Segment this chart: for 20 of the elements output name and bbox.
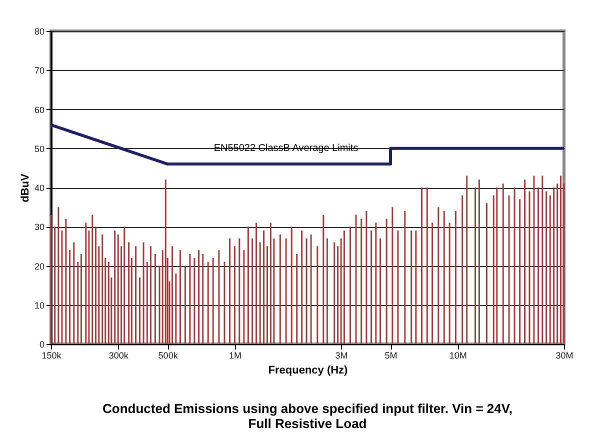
y-tick-label: 70 bbox=[34, 66, 44, 76]
y-tick-label: 30 bbox=[34, 222, 44, 232]
y-axis-title: dBuV bbox=[19, 172, 32, 202]
y-tick-label: 50 bbox=[34, 144, 44, 154]
y-tick-label: 20 bbox=[34, 261, 44, 272]
x-axis-title: Frequency (Hz) bbox=[268, 364, 348, 376]
x-tick-label: 10M bbox=[449, 350, 467, 360]
y-tick-label: 10 bbox=[34, 300, 44, 310]
x-tick-label: 500k bbox=[158, 350, 178, 360]
text: Conducted Emissions using above specified input filter. Vin = 24V, Full Resistive Load bbox=[102, 401, 512, 431]
x-tick-label: 150k bbox=[42, 350, 62, 360]
y-tick-label: 0 bbox=[39, 340, 44, 350]
y-tick-label: 60 bbox=[34, 104, 44, 115]
x-tick-label: 30M bbox=[556, 350, 574, 360]
x-tick-label: 300k bbox=[108, 350, 129, 360]
x-tick-label: 1M bbox=[228, 350, 242, 360]
x-tick-label: 3M bbox=[335, 350, 348, 360]
y-tick-label: 40 bbox=[34, 183, 44, 193]
y-tick-label: 80 bbox=[34, 26, 44, 36]
x-tick-label: 5M bbox=[384, 350, 398, 360]
